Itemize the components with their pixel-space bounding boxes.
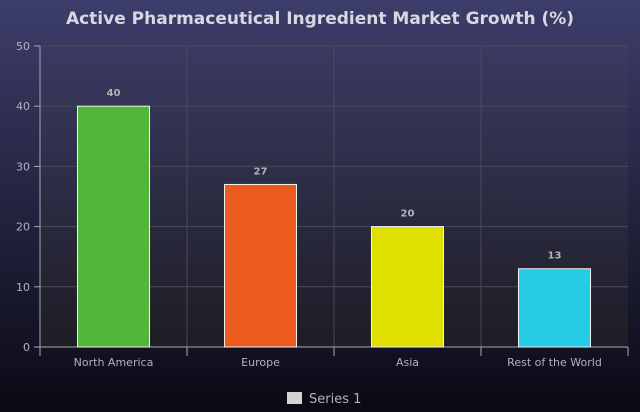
bars: [76, 105, 592, 348]
chart-title: Active Pharmaceutical Ingredient Market …: [66, 9, 574, 29]
x-tick-label: Europe: [241, 356, 280, 369]
bar-data-label: 20: [401, 209, 415, 220]
y-tick-label: 50: [16, 40, 30, 53]
y-tick-label: 0: [23, 341, 30, 354]
data-labels: 40 27 20 13: [107, 88, 562, 262]
legend[interactable]: Series 1: [287, 392, 361, 407]
y-tick-label: 30: [16, 160, 30, 173]
legend-label-series-1: Series 1: [309, 392, 361, 407]
y-tick-label: 20: [16, 221, 30, 234]
bar[interactable]: [223, 183, 298, 348]
legend-swatch-series-1: [287, 392, 302, 404]
y-tick-label: 10: [16, 281, 30, 294]
bar[interactable]: [76, 105, 151, 348]
bar[interactable]: [370, 226, 445, 348]
x-tick-label: Asia: [396, 356, 419, 369]
bar[interactable]: [517, 268, 592, 348]
x-tick-label: Rest of the World: [507, 356, 602, 369]
bar-data-label: 27: [254, 166, 268, 177]
y-tick-label: 40: [16, 100, 30, 113]
x-tick-label: North America: [74, 356, 154, 369]
bar-data-label: 40: [107, 88, 121, 99]
bar-data-label: 13: [548, 251, 562, 262]
